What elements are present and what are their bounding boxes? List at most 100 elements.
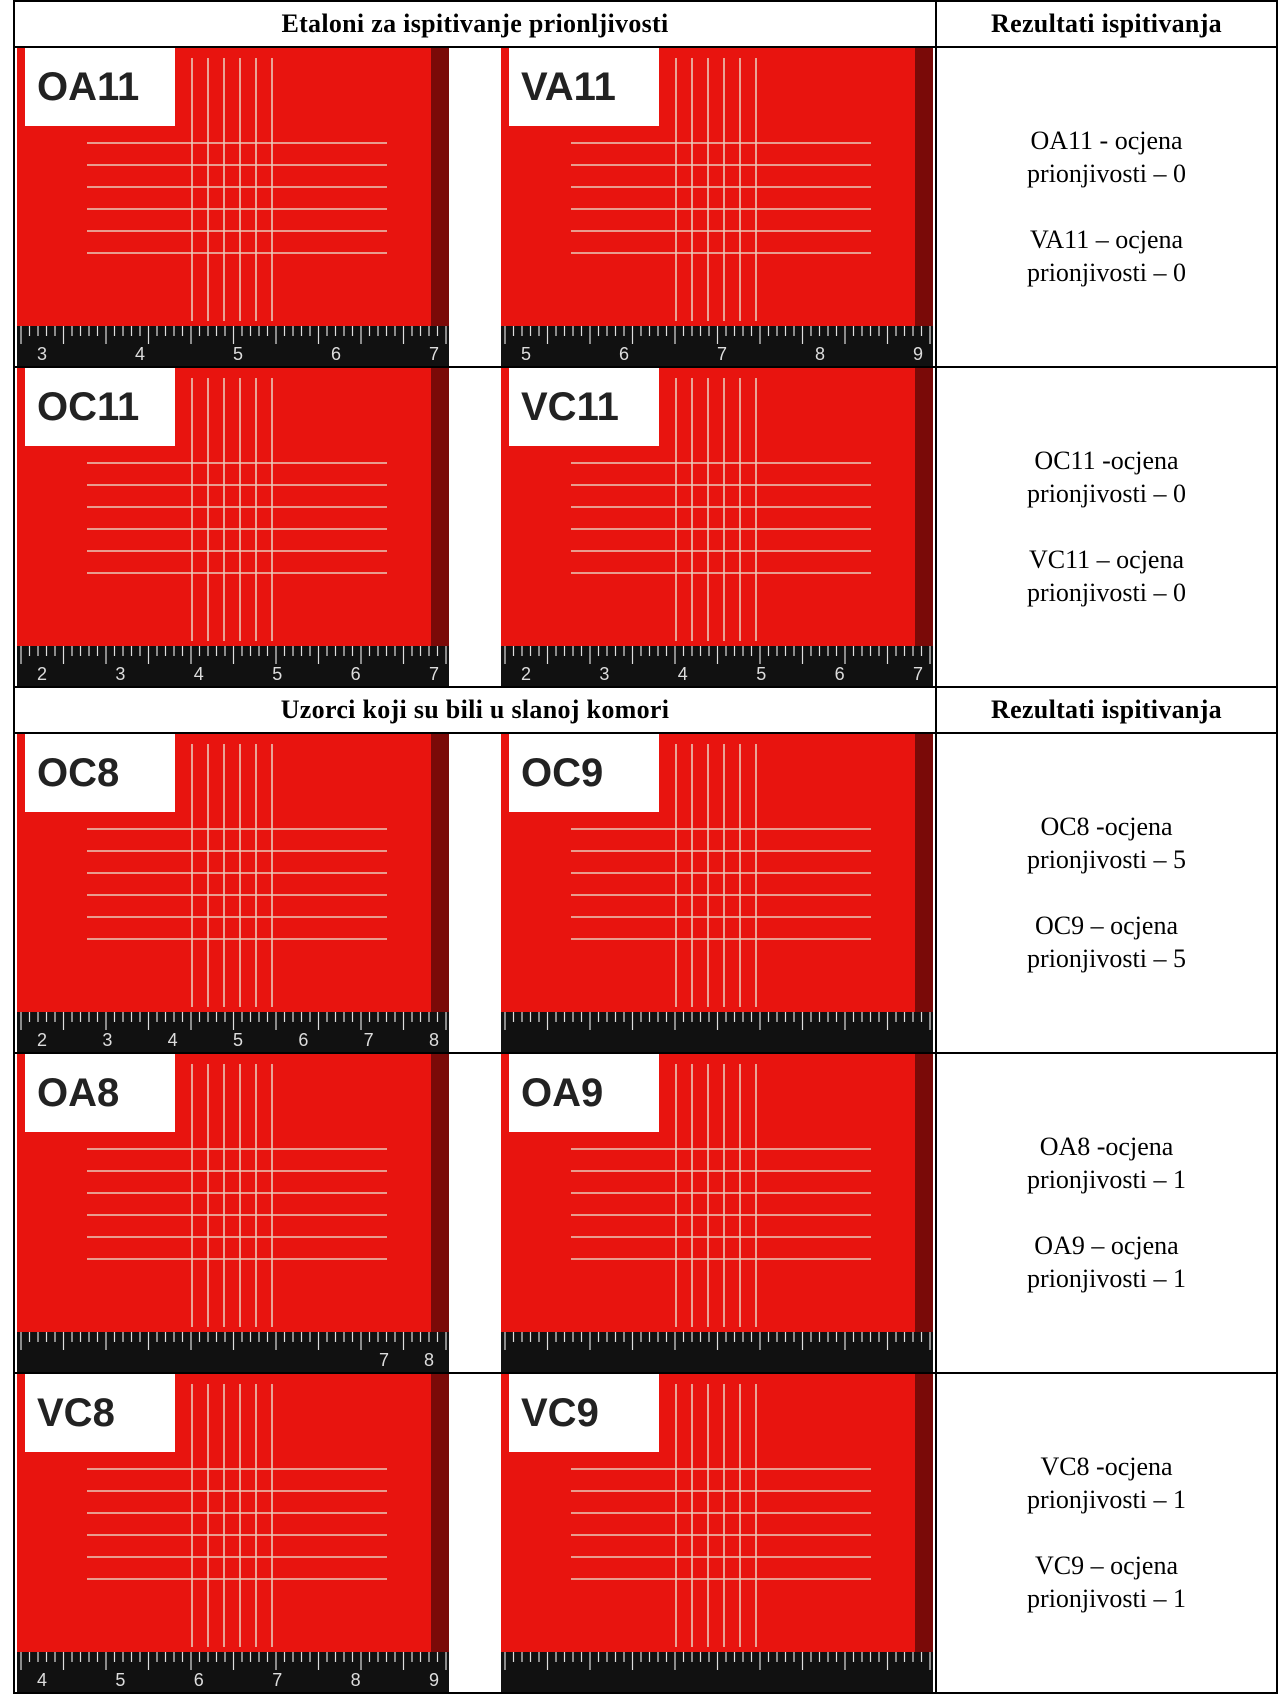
result-cell: OC11 -ocjena prionjivosti – 0 VC11 – ocje… <box>935 366 1278 688</box>
photo-pair: OC11 2 3 4 5 6 7 VC11 2 3 4 5 6 7 <box>15 368 935 686</box>
ruler-number: 2 <box>37 1030 47 1050</box>
ruler-number: 3 <box>37 344 47 364</box>
photo-cell: OC8 2 3 4 5 6 7 8 OC9 <box>13 732 937 1054</box>
photo: OA8 7 8 <box>17 1054 449 1372</box>
ruler-ticks <box>504 1332 931 1350</box>
ruler-number: 7 <box>913 664 923 684</box>
result-line: VC8 -ocjena prionjivosti – 1 <box>1027 1452 1186 1514</box>
ruler-number: 8 <box>351 1670 361 1690</box>
label-card <box>25 48 175 126</box>
results-table: Etaloni za ispitivanje prionljivosti Rezu… <box>13 0 1278 1694</box>
ruler-number: 4 <box>678 664 688 684</box>
result-line: VC11 – ocjena prionjivosti – 0 <box>1027 545 1186 607</box>
ruler-number: 2 <box>521 664 531 684</box>
ruler-number: 5 <box>756 664 766 684</box>
result-cell: OA8 -ocjena prionjivosti – 1 OA9 – ocjena… <box>935 1052 1278 1374</box>
scratch-grid <box>87 1064 387 1327</box>
ruler-number: 5 <box>115 1670 125 1690</box>
photo-shade <box>431 734 449 1052</box>
photo-pair: OA8 7 8 OA9 <box>15 1054 935 1372</box>
scratch-grid <box>87 58 387 321</box>
label-card <box>25 1374 175 1452</box>
ruler-number: 5 <box>233 344 243 364</box>
result-line: OA9 – ocjena prionjivosti – 1 <box>1027 1231 1186 1293</box>
ruler-number: 7 <box>429 664 439 684</box>
ruler-number: 3 <box>599 664 609 684</box>
result-line: VA11 – ocjena prionjivosti – 0 <box>1027 225 1186 287</box>
result-line: OC9 – ocjena prionjivosti – 5 <box>1027 911 1186 973</box>
result-line: OC11 -ocjena prionjivosti – 0 <box>1027 446 1186 508</box>
ruler-ticks <box>20 646 447 664</box>
ruler-number: 6 <box>331 344 341 364</box>
ruler-number: 4 <box>135 344 145 364</box>
photo-shade <box>431 1374 449 1692</box>
photo-pair: OC8 2 3 4 5 6 7 8 OC9 <box>15 734 935 1052</box>
ruler-number: 6 <box>619 344 629 364</box>
ruler-number: 9 <box>913 344 923 364</box>
photo-label: VC9 <box>521 1391 599 1435</box>
label-card <box>509 1374 659 1452</box>
ruler-ticks <box>20 326 447 344</box>
photo: OA11 3 4 5 6 7 <box>17 48 449 366</box>
photo-shade <box>431 48 449 366</box>
header-cell: Rezultati ispitivanja <box>935 0 1278 48</box>
scratch-grid <box>571 58 871 321</box>
ruler-number: 6 <box>351 664 361 684</box>
label-card <box>25 368 175 446</box>
label-card <box>509 1054 659 1132</box>
photo-label: OA8 <box>37 1071 119 1115</box>
ruler-number: 5 <box>233 1030 243 1050</box>
result-line: OA8 -ocjena prionjivosti – 1 <box>1027 1132 1186 1194</box>
ruler-number: 7 <box>429 344 439 364</box>
scratch-grid <box>87 744 387 1007</box>
ruler-ticks <box>20 1652 447 1670</box>
scratch-grid <box>571 1384 871 1647</box>
photo: OC9 <box>501 734 933 1052</box>
result-cell: VC8 -ocjena prionjivosti – 1 VC9 – ocjena… <box>935 1372 1278 1694</box>
ruler-number: 3 <box>102 1030 112 1050</box>
ruler-number: 4 <box>37 1670 47 1690</box>
result-text: OA8 -ocjena prionjivosti – 1 OA9 – ocjena… <box>937 1131 1276 1295</box>
photo-label: OC9 <box>521 751 603 795</box>
photo: VC11 2 3 4 5 6 7 <box>501 368 933 686</box>
photo: OA9 <box>501 1054 933 1372</box>
ruler-number: 4 <box>168 1030 178 1050</box>
photo-label: OA9 <box>521 1071 603 1115</box>
ruler-number: 7 <box>364 1030 374 1050</box>
ruler-ticks <box>504 1652 931 1670</box>
photo-cell: OC11 2 3 4 5 6 7 VC11 2 3 4 5 6 7 <box>13 366 937 688</box>
ruler-number: 3 <box>115 664 125 684</box>
ruler-ticks <box>504 326 931 344</box>
photo-pair: OA11 3 4 5 6 7 VA11 5 6 7 8 9 <box>15 48 935 366</box>
header-row: Etaloni za ispitivanje prionljivosti Rezu… <box>13 0 1278 48</box>
photo: VA11 5 6 7 8 9 <box>501 48 933 366</box>
result-line: OC8 -ocjena prionjivosti – 5 <box>1027 812 1186 874</box>
ruler-number: 6 <box>835 664 845 684</box>
data-row: OC8 2 3 4 5 6 7 8 OC9 OC8 -ocjena prionjivosti – … <box>13 732 1278 1054</box>
data-row: OA11 3 4 5 6 7 VA11 5 6 7 8 9 OA11 - ocjena prionjiv… <box>13 46 1278 368</box>
data-row: VC8 4 5 6 7 8 9 VC9 VC8 -ocjena prionjivosti – 1… <box>13 1372 1278 1694</box>
ruler-number: 8 <box>429 1030 439 1050</box>
photo-label: VC8 <box>37 1391 115 1435</box>
ruler-number: 7 <box>717 344 727 364</box>
ruler-ticks <box>504 1012 931 1030</box>
ruler-number: 2 <box>37 664 47 684</box>
photo: VC8 4 5 6 7 8 9 <box>17 1374 449 1692</box>
result-cell: OC8 -ocjena prionjivosti – 5 OC9 – ocjena… <box>935 732 1278 1054</box>
photo-label: VA11 <box>521 65 616 109</box>
photo-cell: OA8 7 8 OA9 <box>13 1052 937 1374</box>
photo: OC11 2 3 4 5 6 7 <box>17 368 449 686</box>
photo-label: OA11 <box>37 65 139 109</box>
photo-cell: VC8 4 5 6 7 8 9 VC9 <box>13 1372 937 1694</box>
photo-label: OC11 <box>37 385 139 429</box>
photo-shade <box>915 734 933 1052</box>
scratch-grid <box>87 378 387 641</box>
result-text: VC8 -ocjena prionjivosti – 1 VC9 – ocjena… <box>937 1451 1276 1615</box>
ruler-ticks <box>20 1012 447 1030</box>
result-line: OA11 - ocjena prionjivosti – 0 <box>1027 126 1186 188</box>
result-cell: OA11 - ocjena prionjivosti – 0 VA11 – ocj… <box>935 46 1278 368</box>
ruler-number: 6 <box>194 1670 204 1690</box>
header-cell: Uzorci koji su bili u slanoj komori <box>13 686 937 734</box>
photo-shade <box>431 1054 449 1372</box>
ruler-number: 5 <box>272 664 282 684</box>
